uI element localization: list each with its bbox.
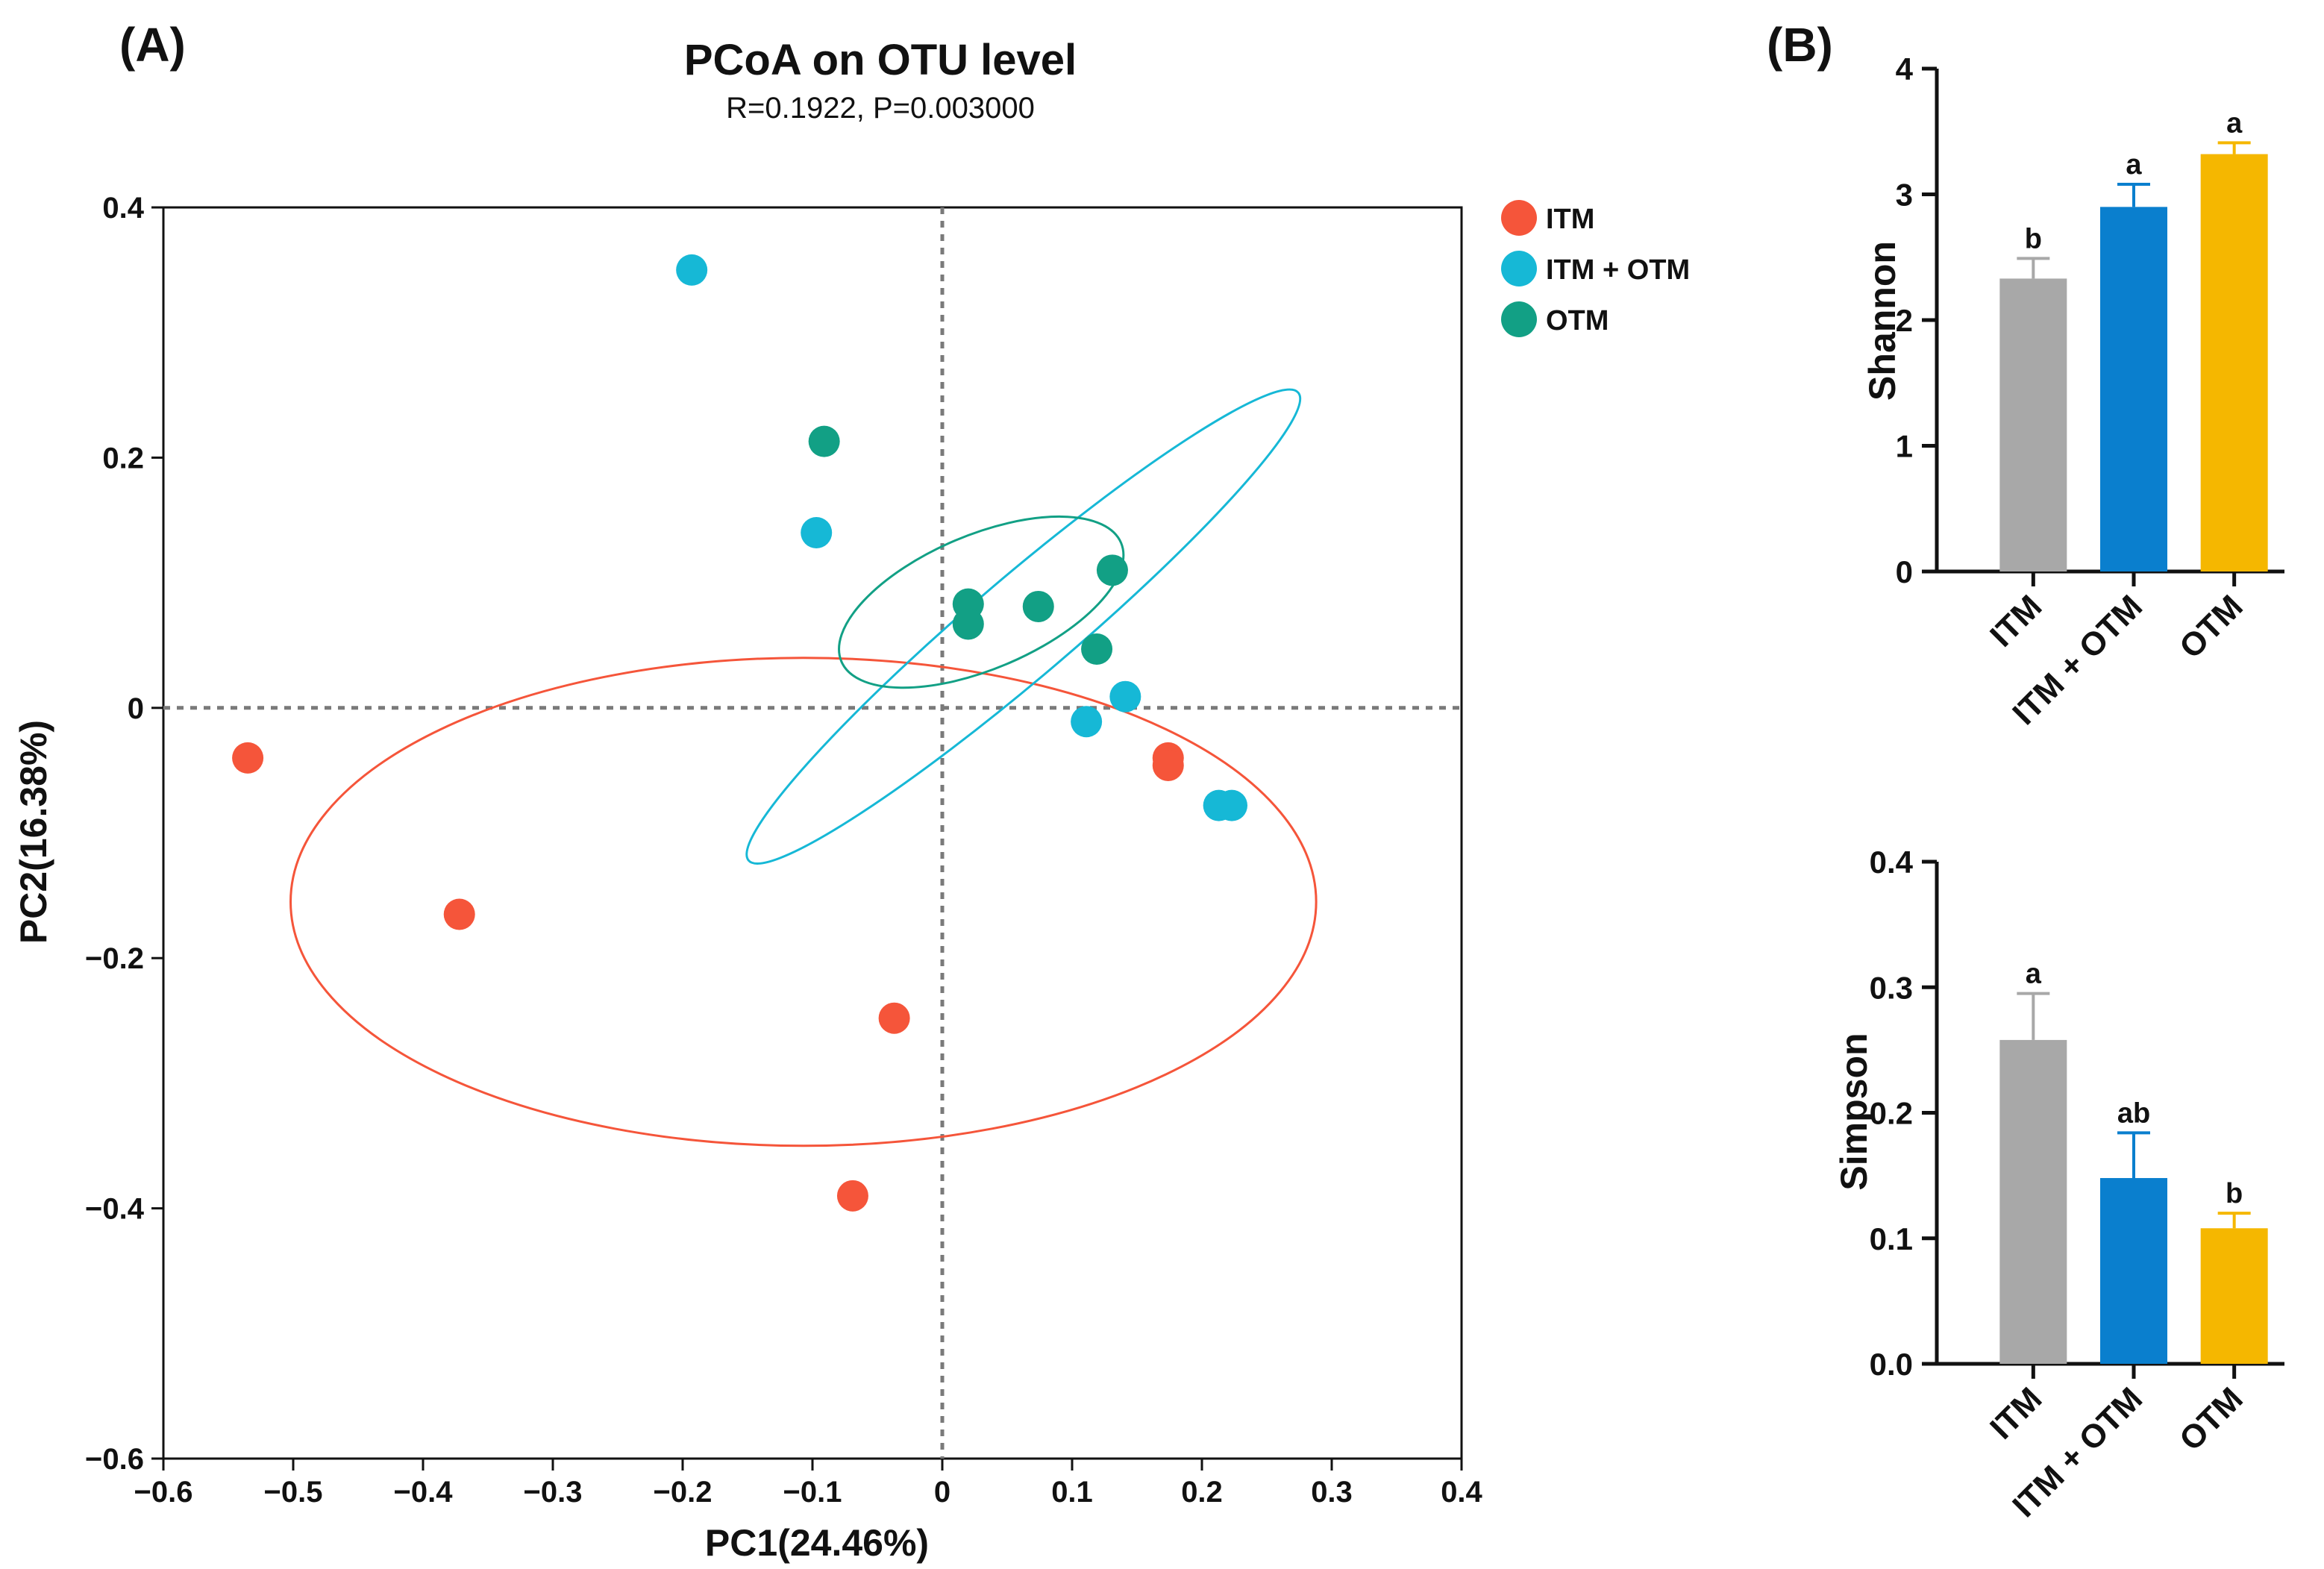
significance-letter: b — [2226, 1178, 2243, 1209]
data-point-itm — [232, 742, 264, 774]
y-tick-label: 0.2 — [102, 442, 144, 475]
pcoa-y-axis-label: PC2(16.38%) — [13, 720, 54, 944]
data-point-otm — [1081, 633, 1113, 665]
x-tick-label: 0.2 — [1181, 1476, 1223, 1509]
x-tick-label: ITM — [1983, 1380, 2049, 1446]
data-point-itm-otm — [1109, 680, 1141, 713]
y-tick-label: 0.3 — [1870, 970, 1913, 1005]
confidence-ellipse-itm — [289, 657, 1318, 1147]
data-point-itm-otm — [1216, 789, 1248, 821]
x-tick-label: ITM — [1983, 588, 2049, 654]
significance-letter: a — [2026, 959, 2042, 990]
data-point-itm — [1152, 749, 1184, 781]
data-point-otm — [952, 608, 984, 640]
pcoa-x-axis-label: PC1(24.46%) — [705, 1522, 929, 1564]
significance-letter: b — [2025, 223, 2042, 254]
data-point-itm-otm — [1071, 706, 1103, 738]
x-tick-label: 0 — [934, 1476, 950, 1509]
pcoa-subtitle: R=0.1922, P=0.003000 — [726, 92, 1035, 125]
legend-item-otm: OTM — [1501, 301, 1609, 337]
legend-marker-otm — [1501, 301, 1537, 337]
y-tick-label: 1 — [1896, 429, 1913, 464]
significance-letter: a — [2226, 107, 2243, 139]
data-point-itm-otm — [801, 517, 833, 549]
x-tick-label: OTM — [2173, 588, 2250, 666]
panel-a-label: (A) — [119, 18, 186, 72]
legend-item-itm: ITM — [1501, 200, 1594, 236]
y-tick-label: 4 — [1896, 51, 1914, 87]
legend-item-itm-otm: ITM + OTM — [1501, 251, 1690, 286]
y-tick-label: 2 — [1896, 303, 1913, 338]
x-tick-label: −0.3 — [524, 1476, 583, 1509]
bar — [1999, 278, 2067, 571]
data-point-itm — [443, 898, 475, 930]
x-tick-label: OTM — [2173, 1380, 2250, 1458]
pcoa-title: PCoA on OTU level — [684, 36, 1077, 84]
bar — [2100, 207, 2167, 571]
x-tick-label: 0.1 — [1051, 1476, 1093, 1509]
shannon-y-axis-label: Shannon — [1861, 241, 1903, 401]
data-point-itm-otm — [676, 254, 708, 286]
pcoa-plot: −0.6 −0.5 −0.4 −0.3 −0.2 −0.1 0 0.1 0.2 0.3 0.4 0.4… — [85, 192, 1483, 1509]
significance-letter: a — [2126, 149, 2142, 181]
legend-label-itm-otm: ITM + OTM — [1546, 254, 1690, 286]
y-tick-label: −0.4 — [85, 1193, 145, 1226]
data-point-otm — [808, 425, 840, 457]
bar — [2200, 1228, 2268, 1364]
legend-marker-itm — [1501, 200, 1537, 236]
x-tick-label: −0.5 — [264, 1476, 323, 1509]
y-tick-label: 0.0 — [1870, 1347, 1913, 1382]
y-tick-label: 0.2 — [1870, 1096, 1913, 1131]
significance-letter: ab — [2117, 1097, 2150, 1129]
x-tick-label: −0.1 — [783, 1476, 842, 1509]
y-tick-label: 0 — [128, 692, 144, 725]
x-tick-label: −0.6 — [134, 1476, 193, 1509]
x-tick-label: 0.3 — [1311, 1476, 1353, 1509]
data-point-otm — [1022, 590, 1054, 622]
legend-label-otm: OTM — [1546, 305, 1609, 336]
legend-label-itm: ITM — [1546, 204, 1594, 235]
y-tick-label: −0.2 — [85, 942, 144, 975]
y-tick-label: 3 — [1896, 178, 1913, 213]
y-tick-label: 0.4 — [1870, 845, 1914, 880]
simpson-y-axis-label: Simpson — [1833, 1033, 1875, 1190]
y-tick-label: 0.1 — [1870, 1221, 1913, 1256]
data-point-otm — [1096, 554, 1128, 586]
x-tick-label: 0.4 — [1441, 1476, 1482, 1509]
bar — [1999, 1039, 2067, 1364]
data-point-itm — [836, 1180, 868, 1212]
pcoa-legend: ITM ITM + OTM OTM — [1501, 200, 1690, 337]
data-point-itm — [878, 1002, 910, 1034]
x-tick-label: −0.2 — [654, 1476, 712, 1509]
y-tick-label: 0 — [1896, 554, 1913, 589]
x-tick-label: −0.4 — [394, 1476, 454, 1509]
legend-marker-itm-otm — [1501, 251, 1537, 286]
bar — [2200, 154, 2268, 571]
confidence-ellipse-otm — [838, 515, 1125, 689]
y-tick-label: −0.6 — [85, 1443, 144, 1476]
bar — [2100, 1177, 2167, 1364]
y-tick-label: 0.4 — [102, 192, 144, 225]
confidence-ellipse-itm-otm — [745, 388, 1302, 865]
panel-b-label: (B) — [1767, 18, 1833, 72]
